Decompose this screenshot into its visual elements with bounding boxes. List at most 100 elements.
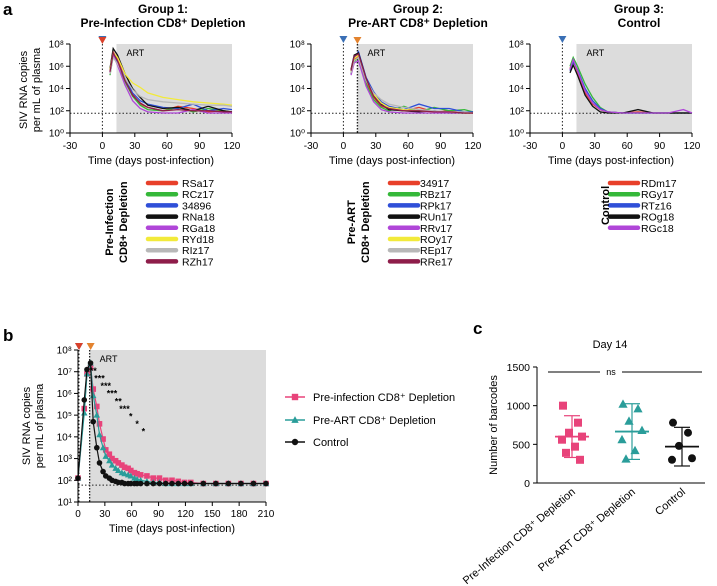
y-tick-label: 10⁸ bbox=[509, 40, 524, 51]
legend-label-ROg18: ROg18 bbox=[641, 212, 674, 224]
y-tick-label: 10² bbox=[58, 476, 73, 487]
x-tick-label: 60 bbox=[622, 141, 634, 152]
data-point bbox=[624, 416, 634, 425]
group1-title-line1: Group 1: bbox=[138, 2, 188, 16]
y-tick-label: 10⁸ bbox=[57, 346, 72, 357]
legend-label-RYd18: RYd18 bbox=[182, 234, 214, 246]
panel-b-ylabel-line1: SIV RNA copies bbox=[21, 386, 33, 465]
y-tick-label: 10⁴ bbox=[509, 84, 524, 95]
data-point bbox=[574, 418, 582, 427]
x-tick-label: 60 bbox=[162, 141, 174, 152]
x-axis-label: Time (days post-infection) bbox=[88, 155, 214, 167]
x-tick-label: 90 bbox=[194, 141, 206, 152]
legend-label-RSa17: RSa17 bbox=[182, 178, 214, 190]
x-tick-label: 90 bbox=[435, 141, 447, 152]
category-label: Control bbox=[653, 486, 688, 518]
legend-label-RCz17: RCz17 bbox=[182, 189, 214, 201]
legend-label-RGa18: RGa18 bbox=[182, 223, 215, 235]
legend-title: Pre-ART CD8+ Depletion bbox=[346, 181, 372, 263]
series-marker bbox=[133, 475, 141, 482]
y-tick-label: 10² bbox=[50, 106, 65, 117]
data-point bbox=[618, 399, 628, 408]
series-marker bbox=[200, 480, 207, 487]
y-tick-label: 10⁶ bbox=[509, 62, 524, 73]
series-marker bbox=[150, 475, 156, 481]
legend-group1: RSa17RCz1734896RNa18RGa18RYd18RIz17RZh17… bbox=[104, 178, 215, 268]
plot-panel-b: ART*******************10¹10²10³10⁴10⁵10⁶… bbox=[57, 343, 275, 535]
panel-c-letter: c bbox=[473, 319, 482, 338]
series-line-RRv17 bbox=[350, 59, 473, 114]
art-label: ART bbox=[586, 48, 604, 58]
legend-marker bbox=[291, 416, 299, 423]
significance-mark: *** bbox=[94, 373, 105, 383]
x-tick-label: 150 bbox=[204, 509, 221, 520]
series-marker bbox=[90, 418, 97, 425]
series-marker bbox=[213, 480, 219, 487]
panel-c-title: Day 14 bbox=[593, 339, 628, 351]
x-tick-label: 30 bbox=[589, 141, 601, 152]
legend-label-ROy17: ROy17 bbox=[420, 234, 453, 246]
legend-label: Pre-infection CD8⁺ Depletion bbox=[313, 392, 455, 404]
event-arrow bbox=[75, 343, 83, 350]
series-marker bbox=[96, 421, 103, 427]
legend-title-line1: Pre-Infection bbox=[104, 188, 116, 256]
x-tick-label: -30 bbox=[63, 141, 78, 152]
y-tick-label: 10⁰ bbox=[49, 129, 64, 140]
art-shading bbox=[576, 44, 692, 133]
x-tick-label: 60 bbox=[403, 141, 415, 152]
data-point bbox=[630, 445, 640, 455]
series-marker bbox=[109, 455, 115, 462]
significance-mark: ** bbox=[115, 396, 123, 406]
series-marker bbox=[156, 480, 163, 487]
event-arrow bbox=[86, 343, 95, 350]
data-point bbox=[684, 428, 692, 437]
event-arrow bbox=[98, 37, 107, 44]
y-tick-label: 10² bbox=[291, 106, 306, 117]
event-arrow bbox=[339, 36, 348, 43]
y-tick-label: 10¹ bbox=[58, 498, 73, 509]
event-arrow bbox=[353, 37, 362, 44]
legend-panel-b: Pre-infection CD8⁺ Depletion Pre-ART CD8⁺… bbox=[285, 392, 455, 449]
legend-label: Pre-ART CD8⁺ Depletion bbox=[313, 415, 436, 427]
series-marker bbox=[99, 444, 107, 451]
plot-group3: ART 10⁰ 10² 10⁴ 10⁶ 10⁸ -30 0 30 60 90 120 Time (day… bbox=[509, 36, 701, 167]
legend-title-line2: CD8+ Depletion bbox=[118, 181, 130, 263]
y-tick-label: 10² bbox=[510, 106, 525, 117]
series-marker bbox=[121, 470, 128, 477]
significance-mark: *** bbox=[119, 404, 130, 414]
group1-title-line2: Pre-Infection CD8⁺ Depletion bbox=[80, 16, 245, 30]
series-marker bbox=[156, 475, 163, 481]
x-tick-label: 0 bbox=[341, 141, 347, 152]
legend-title: Control bbox=[600, 186, 612, 225]
x-tick-label: 120 bbox=[177, 509, 194, 520]
panel-b-ylabel: SIV RNA copies per mL of plasma bbox=[21, 383, 46, 468]
series-marker bbox=[181, 480, 188, 487]
legend-label-RNa18: RNa18 bbox=[182, 212, 215, 224]
series-marker bbox=[108, 461, 116, 468]
legend-label: Control bbox=[313, 437, 348, 449]
data-point bbox=[675, 441, 683, 450]
art-label: ART bbox=[126, 48, 144, 58]
y-tick-label: 1500 bbox=[507, 362, 531, 374]
legend-title-line1: Pre-ART bbox=[346, 200, 358, 244]
x-tick-label: 120 bbox=[684, 141, 701, 152]
series-marker bbox=[87, 360, 94, 366]
x-tick-label: 180 bbox=[231, 509, 248, 520]
series-marker bbox=[263, 480, 269, 487]
x-tick-label: 210 bbox=[258, 509, 275, 520]
legend-label-RRv17: RRv17 bbox=[420, 223, 452, 235]
category-label: Pre-ART CD8⁺ Depletion bbox=[536, 486, 638, 574]
legend-label-RDm17: RDm17 bbox=[641, 178, 677, 190]
series-marker bbox=[93, 411, 101, 418]
significance-mark: * bbox=[135, 419, 139, 429]
group2-title-line2: Pre-ART CD8⁺ Depletion bbox=[348, 16, 488, 30]
legend-title-line2: CD8+ Depletion bbox=[360, 181, 372, 263]
x-tick-label: 120 bbox=[465, 141, 482, 152]
x-tick-label: 120 bbox=[224, 141, 241, 152]
panel-a-letter: a bbox=[3, 0, 13, 19]
y-tick-label: 10⁸ bbox=[290, 40, 305, 51]
series-marker bbox=[94, 444, 100, 451]
y-tick-label: 10⁴ bbox=[290, 84, 305, 95]
